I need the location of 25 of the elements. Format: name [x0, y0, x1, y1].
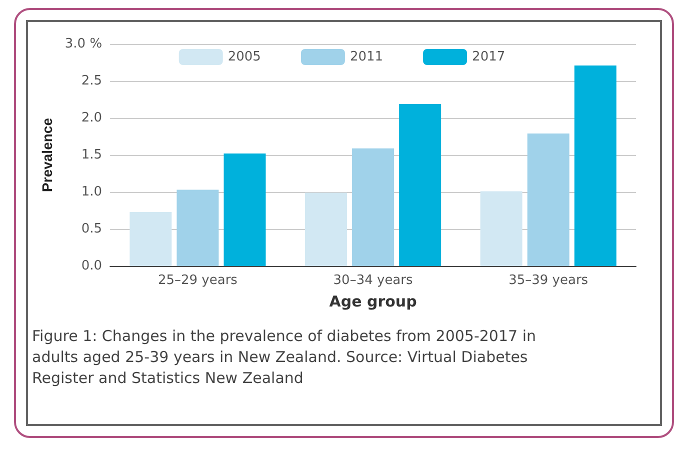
y-tick-label: 1.0: [81, 184, 102, 200]
x-axis-title: Age group: [329, 292, 418, 310]
y-tick-label: 2.0: [81, 110, 102, 126]
bar: [304, 192, 347, 266]
legend-label: 2011: [350, 50, 384, 64]
y-tick-label: 1.5: [81, 148, 102, 162]
y-tick-label: 2.5: [81, 74, 102, 88]
bar: [352, 148, 394, 266]
bar: [224, 154, 266, 266]
bar: [574, 65, 616, 266]
legend-label: 2017: [472, 50, 506, 64]
y-tick-label: 0.5: [81, 222, 102, 236]
y-tick-label: 3.0 %: [64, 36, 102, 52]
y-tick-label: 0.0: [81, 258, 102, 274]
bar: [176, 190, 219, 266]
x-tick-label: 30–34 years: [333, 273, 413, 288]
y-axis-title: Prevalence: [39, 118, 55, 192]
caption: Figure 1: Changes in the prevalence of diabetes from 2005-2017 in adults aged 25-39 years in New Zealand. Source: Virtual Diabetes Register and Statistics New Zealand: [32, 326, 538, 389]
bar: [130, 212, 172, 266]
legend-label: 2005: [228, 50, 261, 64]
bar: [480, 191, 522, 266]
x-tick-label: 35–39 years: [508, 273, 588, 288]
x-tick-label: 25–29 years: [158, 273, 238, 288]
bar: [527, 134, 570, 266]
bar: [399, 104, 442, 266]
